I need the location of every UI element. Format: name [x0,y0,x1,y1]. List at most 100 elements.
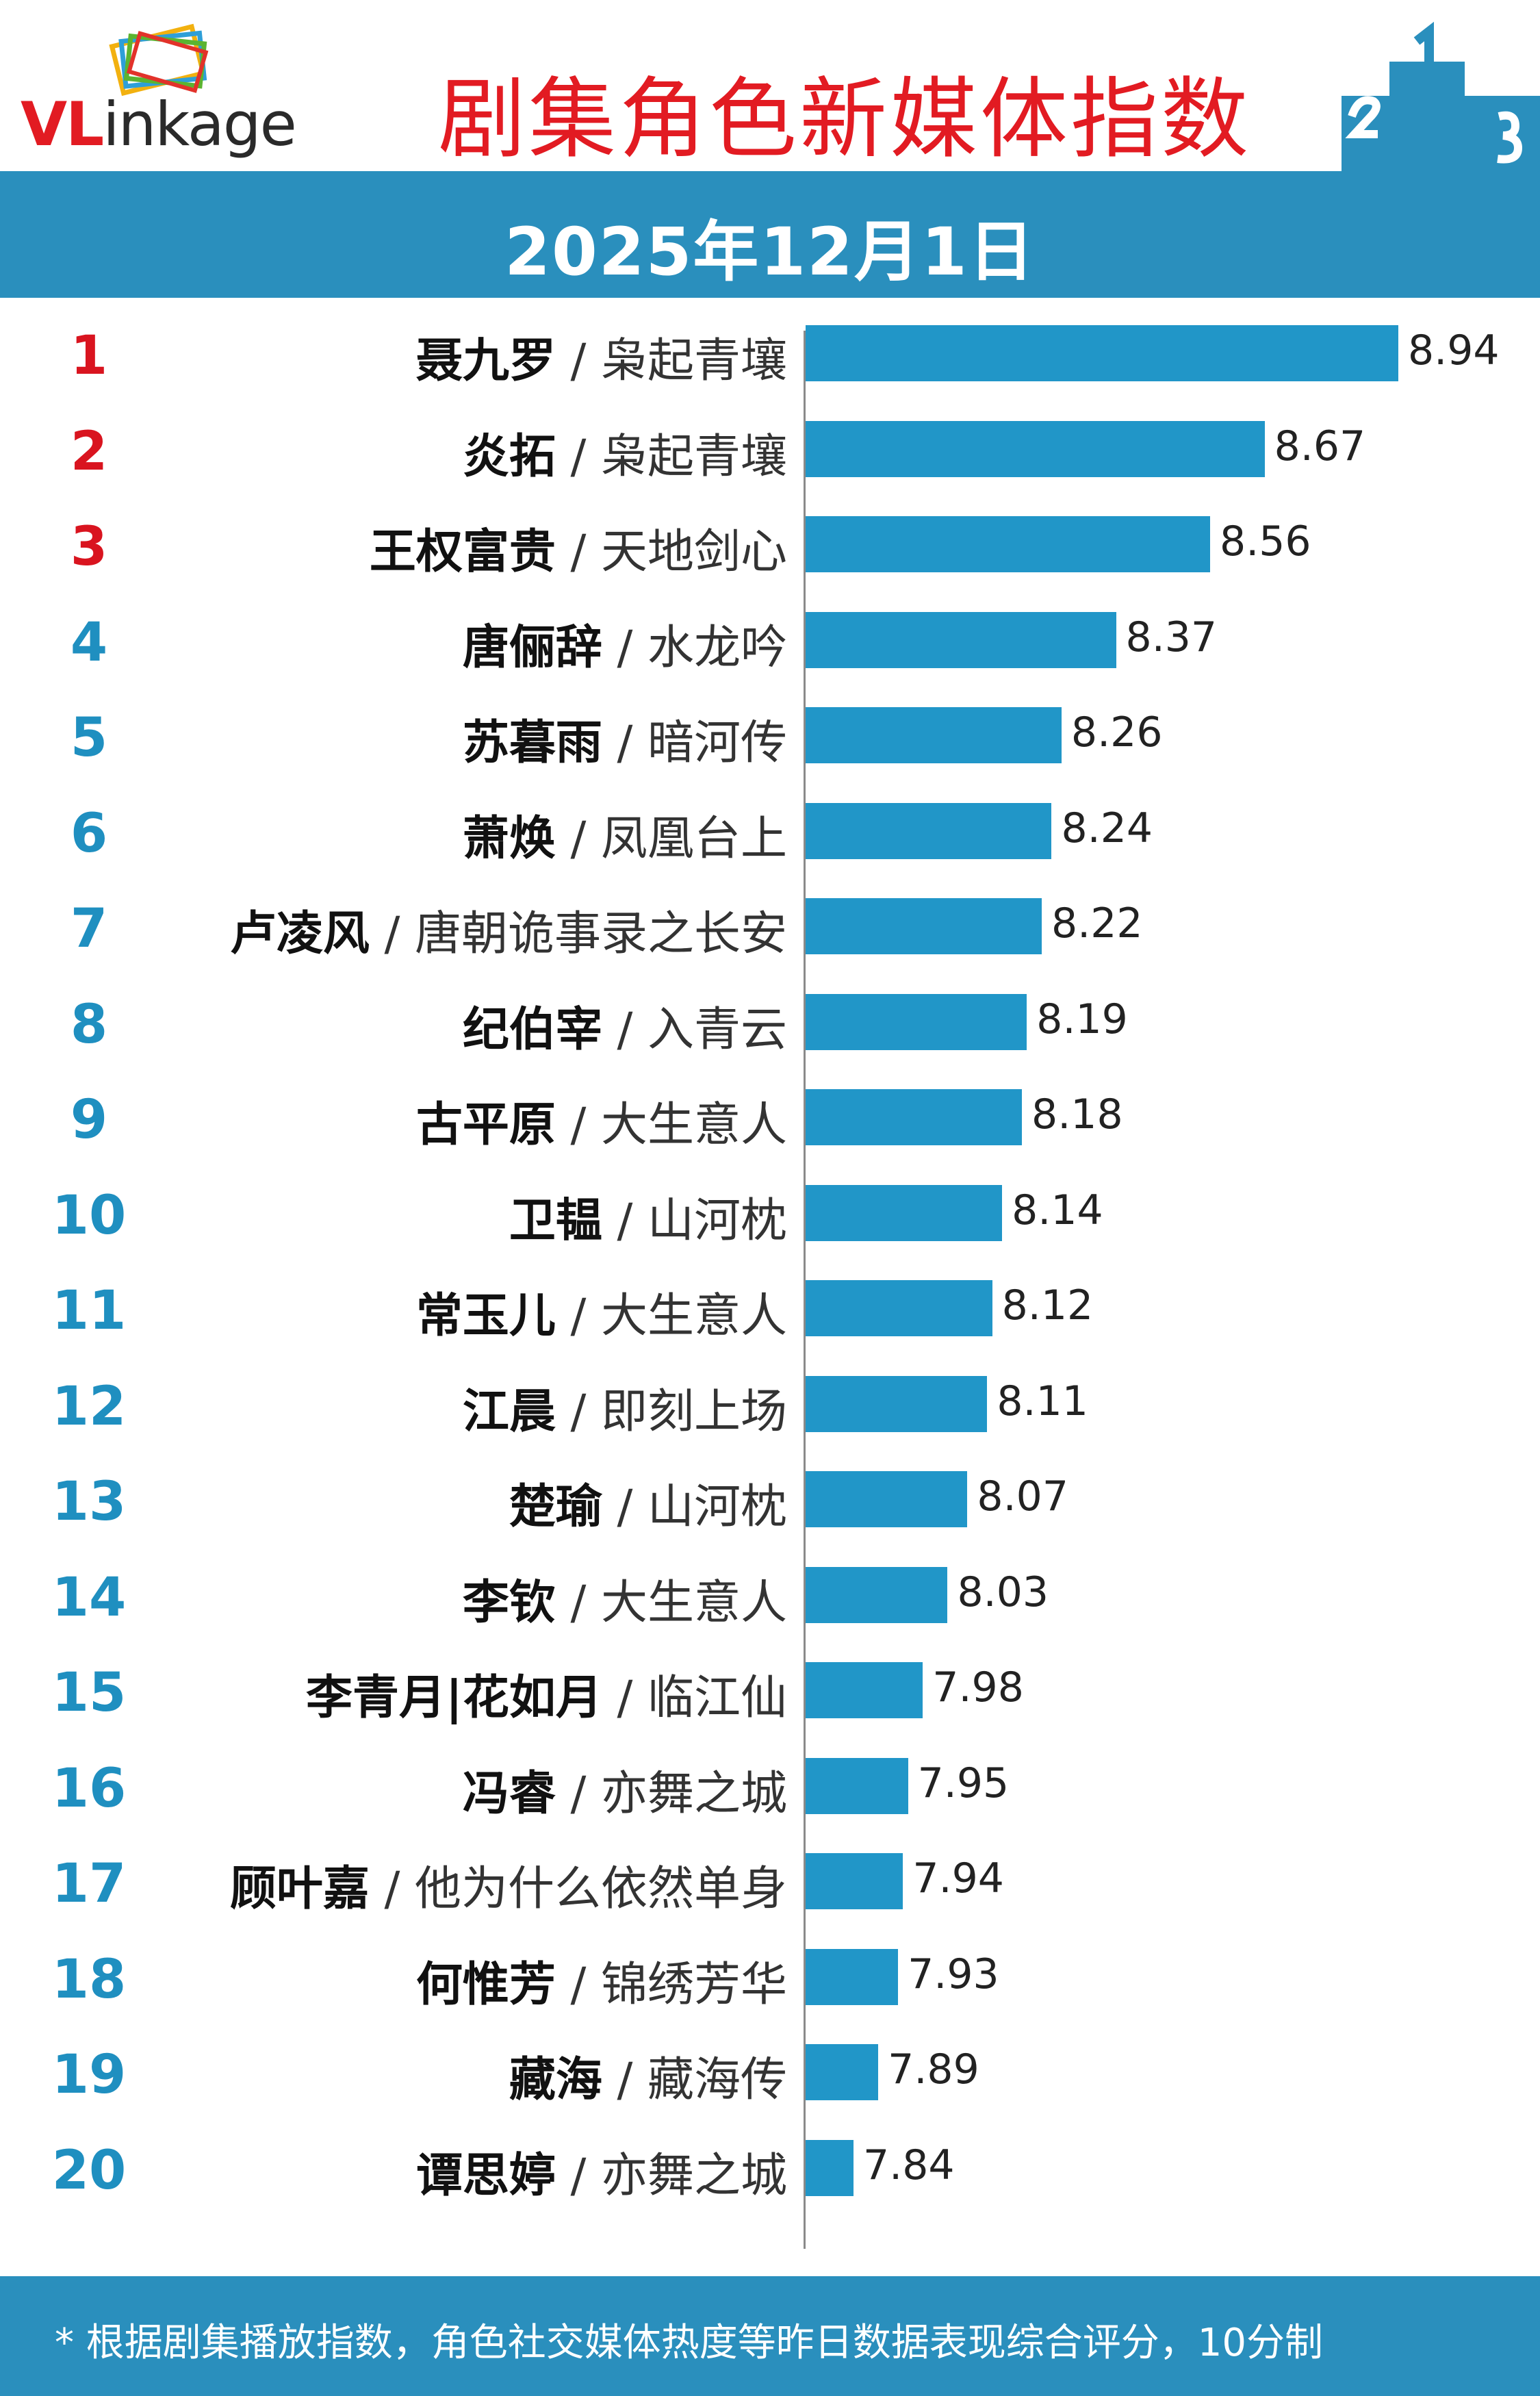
show-title: 天地剑心 [600,525,787,579]
show-title: 唐朝诡事录之长安 [414,907,787,961]
value-label: 8.07 [977,1473,1069,1520]
rank-number: 8 [70,993,108,1056]
character-name: 王权富贵 [369,525,556,579]
label-separator: / [555,334,601,388]
show-title: 入青云 [647,1002,787,1057]
character-name: 何惟芳 [415,1957,556,2012]
show-title: 亦舞之城 [600,1766,787,1821]
podium-icon [1342,21,1540,171]
vlinkage-logo: VLinkage [14,21,335,160]
label-separator: / [555,429,601,484]
label-separator: / [555,2148,601,2203]
character-name: 纪伯宰 [462,1002,602,1057]
row-label: 唐俪辞 / 水龙吟 [463,609,787,677]
rank-number: 10 [51,1184,127,1247]
label-separator: / [602,2053,647,2107]
label-separator: / [555,1766,601,1821]
row-label: 藏海 / 藏海传 [509,2041,787,2109]
show-title: 大生意人 [600,1289,787,1343]
rank-number: 9 [70,1089,108,1151]
rank-number: 19 [51,2044,127,2106]
character-name: 苏暮雨 [462,716,602,770]
character-name: 藏海 [509,2053,602,2107]
bar [806,1375,988,1432]
show-title: 锦绣芳华 [600,1957,787,2012]
value-label: 8.37 [1125,613,1218,661]
rank-number: 6 [70,802,108,865]
character-name: 李青月|花如月 [306,1671,602,1725]
row-label: 古平原 / 大生意人 [416,1086,787,1154]
value-label: 7.93 [908,1950,999,1998]
bar [806,325,1398,381]
show-title: 大生意人 [600,1575,787,1630]
row-label: 苏暮雨 / 暗河传 [463,704,787,772]
show-title: 凤凰台上 [600,811,787,866]
character-name: 楚瑜 [509,1480,602,1534]
show-title: 临江仙 [647,1671,787,1725]
rank-number: 11 [51,1280,127,1342]
axis-line [804,331,806,2249]
label-separator: / [602,620,647,675]
bar [806,420,1265,477]
rank-number: 18 [51,1948,127,2011]
label-separator: / [555,1957,601,2012]
logo-rest: inkage [103,89,297,160]
bar [806,2139,854,2196]
row-label: 王权富贵 / 天地剑心 [370,513,787,581]
rank-number: 12 [51,1375,127,1438]
page-title: 剧集角色新媒体指数 [438,68,1252,170]
value-label: 7.84 [863,2141,955,2189]
label-separator: / [555,525,601,579]
label-separator: / [555,1575,601,1630]
character-name: 聂九罗 [415,334,556,388]
character-name: 唐俪辞 [462,620,602,675]
row-label: 谭思婷 / 亦舞之城 [416,2137,787,2205]
rank-number: 2 [70,420,108,483]
character-name: 顾叶嘉 [229,1862,370,1916]
value-label: 8.94 [1408,327,1500,374]
row-label: 纪伯宰 / 入青云 [463,991,787,1059]
character-name: 李钦 [462,1575,556,1630]
row-label: 江晨 / 即刻上场 [463,1373,787,1441]
date-band: 2025年12月1日 [0,171,1540,298]
show-title: 山河枕 [647,1480,787,1534]
bar [806,516,1211,572]
label-separator: / [555,811,601,866]
label-separator: / [369,1862,415,1916]
row-label: 冯睿 / 亦舞之城 [463,1755,787,1823]
label-separator: / [602,1193,647,1248]
character-name: 炎拓 [462,429,556,484]
row-label: 顾叶嘉 / 他为什么依然单身 [230,1850,787,1918]
label-separator: / [555,1384,601,1439]
show-title: 即刻上场 [600,1384,787,1439]
value-label: 8.18 [1031,1091,1123,1138]
bar [806,1280,992,1336]
value-label: 8.24 [1061,804,1153,852]
rank-number: 5 [70,707,108,769]
rank-number: 14 [51,1566,127,1629]
show-title: 亦舞之城 [600,2148,787,2203]
label-separator: / [555,1098,601,1152]
rank-number: 17 [51,1853,127,1915]
row-label: 常玉儿 / 大生意人 [416,1277,787,1345]
bar [806,1089,1023,1145]
date-label: 2025年12月1日 [504,214,1036,290]
show-title: 水龙吟 [647,620,787,675]
value-label: 8.03 [957,1568,1049,1616]
bar [806,802,1052,859]
footer-note: * 根据剧集播放指数，角色社交媒体热度等昨日数据表现综合评分，10分制 [55,2321,1324,2365]
character-name: 卢凌风 [229,907,370,961]
label-separator: / [555,1289,601,1343]
row-label: 李钦 / 大生意人 [463,1564,787,1632]
show-title: 暗河传 [647,716,787,770]
row-label: 炎拓 / 枭起青壤 [463,418,787,486]
show-title: 他为什么依然单身 [414,1862,787,1916]
character-name: 冯睿 [462,1766,556,1821]
label-separator: / [602,1480,647,1534]
value-label: 7.95 [917,1759,1010,1807]
value-label: 8.26 [1070,709,1163,756]
value-label: 7.94 [912,1855,1004,1902]
character-name: 江晨 [462,1384,556,1439]
value-label: 8.19 [1036,995,1128,1043]
